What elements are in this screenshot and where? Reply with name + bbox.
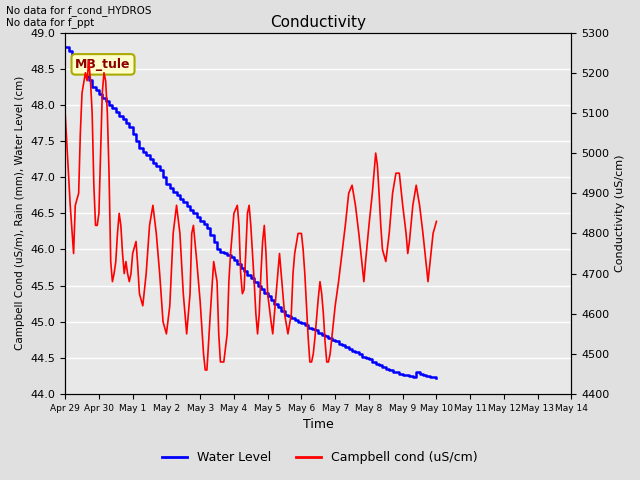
Text: MB_tule: MB_tule [76,58,131,71]
Y-axis label: Conductivity (uS/cm): Conductivity (uS/cm) [615,155,625,272]
X-axis label: Time: Time [303,419,333,432]
Text: No data for f_cond_HYDROS
No data for f_ppt: No data for f_cond_HYDROS No data for f_… [6,5,152,28]
Legend: Water Level, Campbell cond (uS/cm): Water Level, Campbell cond (uS/cm) [157,446,483,469]
Y-axis label: Campbell Cond (uS/m), Rain (mm), Water Level (cm): Campbell Cond (uS/m), Rain (mm), Water L… [15,76,25,350]
Title: Conductivity: Conductivity [270,15,366,30]
